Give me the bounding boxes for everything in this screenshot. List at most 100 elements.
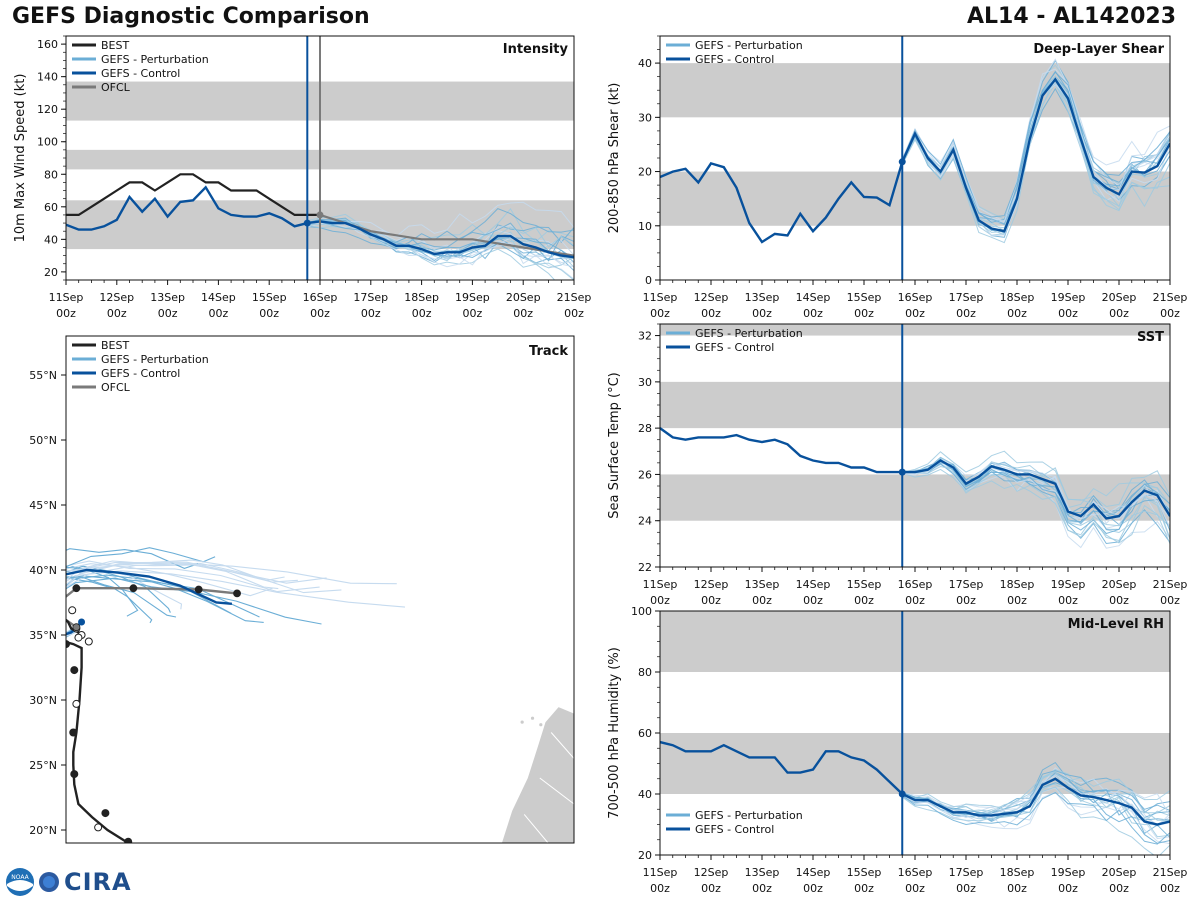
x-tick-hour: 00z: [650, 882, 670, 895]
x-tick-label: 16Sep: [303, 291, 338, 304]
y-tick-label: 160: [37, 38, 58, 51]
x-tick-hour: 00z: [803, 307, 823, 320]
y-tick-label: 40: [44, 233, 58, 246]
x-tick-hour: 00z: [1007, 307, 1027, 320]
x-tick-label: 17Sep: [949, 866, 984, 879]
shaded-band: [660, 611, 1170, 672]
x-tick-label: 12Sep: [694, 866, 729, 879]
ofcl-track-marker: [129, 584, 138, 593]
x-tick-label: 19Sep: [1051, 291, 1086, 304]
y-tick-label: 0: [645, 274, 652, 287]
lat-tick-label: 55°N: [29, 369, 57, 382]
x-tick-label: 16Sep: [898, 866, 933, 879]
x-tick-label: 11Sep: [643, 866, 678, 879]
x-tick-label: 13Sep: [745, 578, 780, 591]
x-tick-label: 20Sep: [1102, 291, 1137, 304]
cira-logo-text: CIRA: [64, 868, 132, 896]
x-tick-label: 13Sep: [745, 866, 780, 879]
lat-tick-label: 45°N: [29, 499, 57, 512]
perturbation-track-line: [66, 561, 327, 633]
x-tick-hour: 00z: [752, 882, 772, 895]
perturbation-member-line: [307, 224, 574, 262]
x-tick-hour: 00z: [1007, 594, 1027, 607]
island: [530, 716, 535, 720]
panel-frame: [659, 323, 1171, 568]
x-tick-hour: 00z: [412, 307, 432, 320]
y-tick-label: 20: [638, 849, 652, 862]
x-tick-label: 16Sep: [898, 291, 933, 304]
y-tick-label: 100: [37, 136, 58, 149]
panel-frame: [65, 335, 575, 844]
x-tick-hour: 00z: [56, 307, 76, 320]
x-tick-hour: 00z: [905, 882, 925, 895]
perturbation-track-line: [66, 570, 406, 634]
y-axis-label: 200-850 hPa Shear (kt): [607, 83, 622, 234]
y-tick-label: 120: [37, 103, 58, 116]
x-tick-label: 19Sep: [1051, 866, 1086, 879]
legend-label: GEFS - Control: [695, 53, 774, 66]
x-tick-label: 11Sep: [643, 578, 678, 591]
lat-tick-label: 50°N: [29, 434, 57, 447]
perturbation-member-line: [902, 774, 1170, 819]
x-tick-label: 12Sep: [694, 291, 729, 304]
shaded-band: [660, 63, 1170, 118]
ofcl-track-marker: [233, 589, 241, 598]
x-tick-hour: 00z: [956, 594, 976, 607]
x-tick-hour: 00z: [1109, 882, 1129, 895]
best-track-line: [66, 173, 320, 216]
perturbation-track-line: [66, 563, 273, 635]
control-line: [660, 740, 1170, 826]
legend-label: GEFS - Perturbation: [695, 809, 803, 822]
y-tick-label: 100: [631, 605, 652, 618]
panel-title: Deep-Layer Shear: [1033, 42, 1164, 57]
control-line: [660, 427, 1170, 520]
perturbation-member-line: [902, 461, 1170, 520]
best-track-marker: [66, 640, 70, 649]
y-tick-label: 60: [638, 727, 652, 740]
legend-label: GEFS - Control: [695, 823, 774, 836]
control-track-line: [66, 568, 232, 636]
perturbation-member-line: [307, 221, 574, 259]
y-tick-label: 26: [638, 468, 652, 481]
perturbation-track-line: [66, 577, 322, 635]
y-tick-label: 140: [37, 71, 58, 84]
x-tick-hour: 00z: [259, 307, 279, 320]
x-tick-label: 15Sep: [847, 866, 882, 879]
ofcl-track-marker: [72, 623, 81, 632]
shaded-band: [660, 733, 1170, 794]
perturbation-member-line: [901, 75, 1170, 244]
x-tick-label: 15Sep: [252, 291, 287, 304]
best-track-marker: [18, 602, 25, 609]
x-tick-label: 15Sep: [847, 578, 882, 591]
panel-title: Intensity: [503, 42, 569, 57]
legend-label: GEFS - Control: [695, 341, 774, 354]
legend-label: GEFS - Control: [101, 367, 180, 380]
y-tick-label: 80: [44, 168, 58, 181]
noaa-emblem-icon: NOAA: [6, 868, 34, 896]
best-track-marker: [84, 637, 93, 646]
ofcl-track-marker: [194, 585, 203, 594]
x-tick-hour: 00z: [803, 882, 823, 895]
x-tick-hour: 00z: [854, 594, 874, 607]
ofcl-track-marker: [72, 584, 81, 593]
perturbation-member-line: [902, 460, 1170, 539]
island: [520, 720, 524, 724]
lat-tick-label: 25°N: [29, 759, 57, 772]
y-tick-label: 32: [638, 330, 652, 343]
x-tick-label: 21Sep: [1153, 578, 1188, 591]
y-tick-label: 22: [638, 561, 652, 574]
y-tick-label: 24: [638, 515, 652, 528]
x-tick-label: 17Sep: [353, 291, 388, 304]
legend-label: OFCL: [101, 381, 131, 394]
country-borders: [523, 732, 574, 843]
best-track-marker: [68, 606, 77, 615]
x-tick-label: 20Sep: [1102, 578, 1137, 591]
lat-tick-label: 40°N: [29, 564, 57, 577]
perturbation-member-line: [307, 213, 574, 280]
perturbation-track-line: [66, 566, 171, 635]
x-tick-hour: 00z: [1007, 882, 1027, 895]
